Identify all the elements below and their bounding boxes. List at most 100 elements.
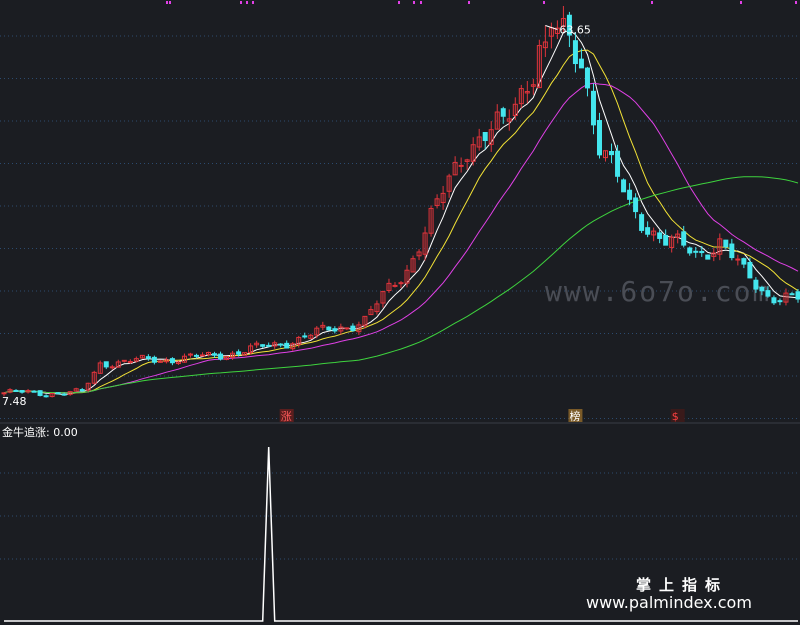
candle-body: [296, 336, 302, 345]
candle-body: [19, 390, 25, 393]
candle-body: [344, 327, 350, 330]
candle-body: [506, 118, 512, 122]
candle-body: [542, 41, 548, 49]
candle-body: [25, 390, 31, 393]
candle-body: [458, 164, 464, 167]
candle-body: [37, 390, 43, 396]
candle-body: [687, 247, 693, 254]
candle-body: [175, 361, 181, 365]
candlesticks: [1, 5, 800, 398]
candle-body: [242, 352, 248, 356]
marker-dot: [543, 1, 545, 4]
candle-body: [284, 342, 290, 349]
candle-body: [386, 282, 392, 292]
ma-line: [3, 176, 799, 394]
candle-body: [230, 352, 236, 358]
candle-body: [717, 238, 723, 255]
candle-body: [476, 136, 482, 148]
candle-body: [729, 243, 735, 259]
candle-body: [446, 175, 452, 192]
signal-markers: 涨 榜 $: [279, 409, 685, 423]
candle-body: [500, 108, 506, 117]
candle-body: [380, 291, 386, 304]
candle-body: [266, 344, 272, 347]
candle-body: [512, 103, 518, 116]
candle-body: [554, 27, 560, 34]
candle-body: [765, 290, 771, 297]
marker-dot: [398, 1, 400, 4]
candle-body: [260, 344, 266, 347]
candle-body: [254, 342, 260, 346]
candle-body: [278, 343, 284, 346]
candle-body: [416, 251, 422, 257]
watermark: www.6o7o.com: [545, 275, 771, 308]
candle-body: [356, 324, 362, 333]
marker-box: [279, 409, 294, 422]
candle-body: [410, 258, 416, 273]
indicator-label: 金牛追涨: 0.00: [2, 425, 78, 439]
candle-body: [73, 388, 79, 392]
candle-body: [615, 150, 621, 177]
candle-body: [560, 18, 566, 27]
marker-dot: [166, 1, 168, 4]
candle-body: [55, 392, 61, 395]
marker-dot: [468, 1, 470, 4]
candle-body: [338, 326, 344, 332]
marker-box: [670, 409, 685, 422]
candle-body: [139, 354, 145, 359]
candle-body: [49, 393, 55, 398]
candle-body: [127, 360, 133, 363]
candle-body: [320, 324, 326, 328]
marker-dot: [252, 1, 254, 4]
candle-body: [302, 335, 308, 338]
candle-body: [524, 91, 530, 94]
candle-body: [157, 360, 163, 363]
candle-body: [206, 351, 212, 355]
grid-lines: [0, 35, 800, 560]
candle-body: [699, 250, 705, 254]
marker-dot: [246, 1, 248, 4]
candle-body: [200, 354, 205, 357]
candle-body: [332, 328, 338, 332]
candle-body: [374, 303, 380, 313]
candle-body: [530, 84, 536, 87]
candle-body: [705, 254, 711, 260]
candle-body: [434, 198, 440, 207]
candle-body: [494, 111, 500, 130]
candle-body: [392, 284, 398, 287]
candle-body: [518, 88, 524, 105]
marker-dot: [651, 1, 653, 4]
moving-averages: [3, 29, 799, 396]
candle-body: [187, 353, 193, 356]
brand-url: www.palmindex.com: [586, 593, 752, 612]
low-price-label: 7.48: [2, 395, 27, 408]
high-label-pointer: [545, 25, 558, 30]
candle-body: [13, 389, 19, 392]
candle-body: [236, 351, 242, 355]
marker-dot: [240, 1, 242, 4]
candle-body: [163, 359, 169, 363]
candle-body: [224, 356, 230, 360]
marker-dot: [169, 1, 171, 4]
candle-body: [590, 90, 596, 126]
candle-body: [422, 232, 428, 255]
candle-body: [759, 286, 765, 292]
candle-body: [609, 151, 615, 156]
candle-body: [597, 120, 602, 156]
candle-body: [482, 132, 488, 142]
candle-body: [151, 356, 157, 363]
candle-body: [777, 300, 783, 303]
candle-body: [398, 282, 404, 285]
marker-text: $: [672, 410, 679, 423]
candle-body: [67, 391, 73, 395]
candle-body: [368, 309, 374, 316]
candle-body: [31, 390, 37, 393]
candle-body: [91, 371, 97, 384]
candle-body: [193, 354, 199, 357]
candle-body: [314, 327, 320, 336]
candle-body: [103, 361, 109, 368]
candle-body: [272, 342, 278, 347]
candle-body: [7, 389, 13, 393]
